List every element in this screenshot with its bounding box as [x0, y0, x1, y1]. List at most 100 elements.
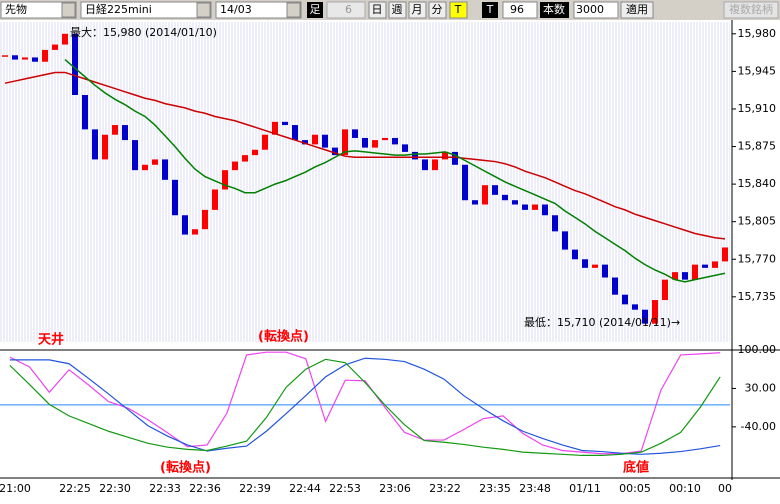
button[interactable] — [368, 1, 387, 19]
candle — [262, 134, 268, 150]
select-market[interactable] — [0, 1, 77, 19]
candle — [602, 264, 608, 278]
y-tick-label: 15,770 — [738, 252, 777, 265]
dropdown[interactable] — [196, 2, 211, 18]
x-tick-label: 22:30 — [99, 482, 131, 495]
month-button[interactable]: 月 — [412, 3, 423, 16]
button[interactable] — [723, 1, 779, 19]
low-annotation: 最低：15,710 (2014/01/11)→ — [524, 316, 680, 329]
x-tick-label: 21:00 — [0, 482, 31, 495]
toolbar-controls[interactable]: 先物 日経225mini 14/03 足 6 日 週 月 分 T T 96 本数… — [0, 1, 779, 19]
apply-button[interactable]: 適用 — [626, 2, 648, 16]
candle — [252, 149, 258, 156]
candle — [32, 57, 38, 62]
dropdown[interactable] — [61, 2, 76, 18]
week-button[interactable]: 週 — [392, 3, 403, 16]
candle — [62, 33, 68, 45]
candle — [712, 261, 718, 268]
candle — [552, 215, 558, 232]
x-tick-label: 22:53 — [329, 482, 361, 495]
button[interactable] — [388, 1, 407, 19]
candle — [162, 159, 168, 180]
select-instrument[interactable] — [80, 1, 212, 19]
candle — [222, 170, 228, 190]
t-value[interactable]: 96 — [510, 3, 524, 16]
candle — [452, 151, 458, 165]
x-tick-label: 01/11 — [569, 482, 601, 495]
candle — [292, 125, 298, 141]
candle — [242, 155, 248, 162]
candle — [172, 179, 178, 216]
x-tick-label: 00 — [718, 482, 732, 495]
y-tick-label: 15,980 — [738, 27, 777, 40]
x-tick-label: 22:25 — [59, 482, 91, 495]
candle — [472, 200, 478, 205]
oscillator-line — [9, 357, 721, 455]
contract[interactable]: 14/03 — [220, 3, 252, 16]
candle — [662, 279, 668, 301]
y-tick-label: 15,805 — [738, 215, 777, 228]
y-tick-label: 15,840 — [738, 177, 777, 190]
candle — [152, 159, 158, 165]
count-value[interactable]: 3000 — [576, 3, 604, 16]
candle — [542, 204, 548, 216]
button[interactable] — [449, 1, 468, 19]
plot: 15,980 15,945 15,910 15,875 15,840 15,805 15,7… — [0, 27, 776, 495]
x-tick-label: 23:48 — [519, 482, 551, 495]
market[interactable]: 先物 — [5, 2, 27, 16]
count-label: 本数 — [543, 2, 565, 16]
candle — [412, 151, 418, 160]
price-hatch — [0, 22, 730, 342]
candle — [202, 209, 208, 230]
candle — [492, 185, 498, 195]
oscillator-line — [9, 358, 721, 457]
x-tick-label: 22:44 — [289, 482, 321, 495]
candle — [272, 121, 278, 135]
y-tick-label: 30.00 — [745, 381, 777, 394]
candle — [502, 194, 508, 201]
dropdown[interactable] — [286, 2, 301, 18]
x-tick-label: 00:05 — [619, 482, 651, 495]
candle — [702, 264, 708, 268]
button[interactable] — [408, 1, 427, 19]
x-tick-label: 23:06 — [379, 482, 411, 495]
moving-average — [64, 59, 726, 283]
candle — [382, 137, 388, 141]
t-input[interactable] — [502, 1, 538, 19]
candle — [122, 125, 128, 141]
multi-button[interactable]: 複数銘柄 — [729, 2, 773, 16]
candle — [392, 137, 398, 145]
x-tick-label: 23:35 — [479, 482, 511, 495]
instrument[interactable]: 日経225mini — [85, 3, 152, 16]
candle — [2, 55, 8, 57]
minute-button[interactable]: 分 — [432, 3, 443, 16]
count-input[interactable] — [573, 1, 619, 19]
candle — [322, 134, 328, 148]
candle — [232, 161, 238, 171]
candle — [672, 272, 678, 280]
x-tick-label: 22:36 — [189, 482, 221, 495]
candle — [652, 300, 658, 324]
candle — [212, 189, 218, 210]
candle — [352, 129, 358, 138]
candle — [302, 140, 308, 145]
candle — [642, 309, 648, 324]
button[interactable] — [428, 1, 447, 19]
t-toggle[interactable]: T — [454, 3, 462, 16]
bar-input[interactable] — [326, 1, 366, 19]
select-contract[interactable] — [215, 1, 302, 19]
day-button[interactable]: 日 — [372, 3, 383, 16]
x-tick-label: 00:10 — [669, 482, 701, 495]
turn-annotation: (転換点) — [160, 460, 211, 476]
bar-value[interactable]: 6 — [345, 3, 352, 16]
candle — [582, 259, 588, 268]
y-tick-label: -40.00 — [741, 420, 776, 433]
button[interactable] — [620, 1, 654, 19]
candle — [632, 304, 638, 310]
bar-label: 足 — [310, 3, 321, 16]
candle — [72, 33, 78, 96]
label-box — [540, 2, 569, 18]
y-tick-label: 15,945 — [738, 64, 777, 77]
